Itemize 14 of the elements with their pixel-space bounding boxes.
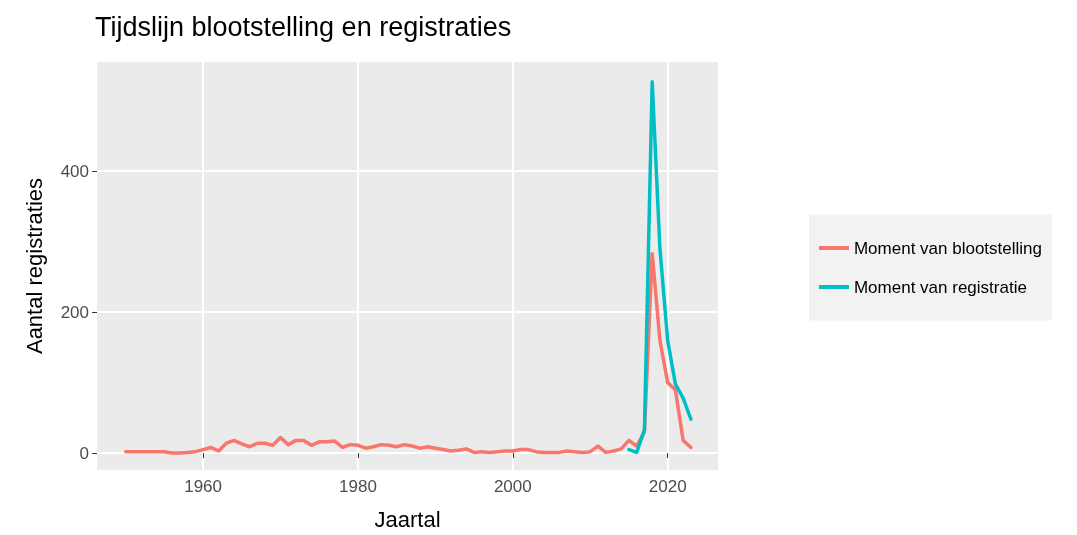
legend-label: Moment van blootstelling (853, 238, 1042, 258)
y-tick-label: 200 (60, 302, 89, 322)
chart-title: Tijdslijn blootstelling en registraties (95, 11, 512, 42)
x-tick-label: 1960 (184, 477, 222, 496)
x-tick-label: 2000 (493, 477, 532, 496)
y-tick-label: 0 (79, 443, 89, 463)
legend-label: Moment van registratie (853, 277, 1027, 297)
line-series (123, 251, 693, 455)
x-axis-title: Jaartal (374, 506, 441, 532)
x-tick-label: 2020 (648, 477, 687, 496)
y-axis-title: Aantal registraties (21, 177, 47, 355)
x-tick-label: 1980 (339, 477, 377, 496)
line-series (627, 79, 693, 455)
y-tick-label: 400 (60, 161, 89, 181)
